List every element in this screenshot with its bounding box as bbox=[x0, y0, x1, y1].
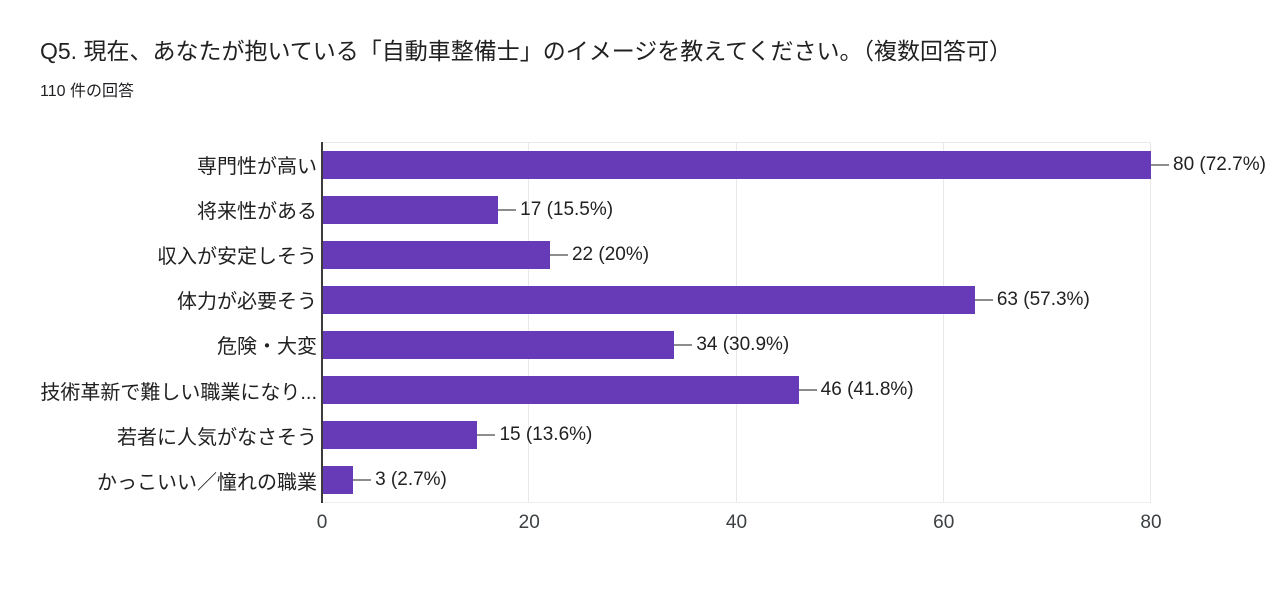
value-connector-line bbox=[1151, 163, 1169, 166]
category-label: かっこいい／憧れの職業 bbox=[97, 471, 317, 494]
bar-row: かっこいい／憧れの職業 3 (2.7%) bbox=[40, 458, 1151, 503]
x-axis: 0 20 40 60 80 bbox=[317, 503, 1162, 537]
value-label: 46 (41.8%) bbox=[820, 379, 914, 401]
value-label: 80 (72.7%) bbox=[1173, 153, 1266, 175]
answers-bar-chart: 専門性が高い 80 (72.7%) 将来性がある 17 (15.5%) 収入が安定しそう… bbox=[40, 142, 1280, 537]
response-count: 110 件の回答 bbox=[40, 83, 134, 100]
form-results-card: Q5. 現在、あなたが抱いている「自動車整備士」のイメージを教えてください。（複… bbox=[0, 36, 1280, 537]
plot-area: 専門性が高い 80 (72.7%) 将来性がある 17 (15.5%) 収入が安定しそう… bbox=[40, 142, 1266, 503]
category-label: 将来性がある bbox=[197, 201, 317, 224]
bar-track: 3 (2.7%) bbox=[322, 458, 447, 503]
bar[interactable] bbox=[322, 240, 550, 269]
bar[interactable] bbox=[322, 466, 354, 495]
category-label: 危険・大変 bbox=[217, 336, 317, 359]
x-axis-tick-label: 40 bbox=[725, 511, 748, 533]
bar-row: 若者に人気がなさそう 15 (13.6%) bbox=[40, 413, 1151, 458]
bar-rows: 専門性が高い 80 (72.7%) 将来性がある 17 (15.5%) 収入が安定しそう… bbox=[40, 142, 1266, 503]
bar-track: 15 (13.6%) bbox=[322, 413, 592, 458]
value-connector-line bbox=[477, 434, 496, 437]
bar[interactable] bbox=[322, 376, 799, 405]
x-axis-tick-label: 60 bbox=[933, 511, 955, 533]
category-label: 体力が必要そう bbox=[177, 291, 317, 314]
value-connector-line bbox=[798, 389, 817, 392]
category-label: 収入が安定しそう bbox=[157, 246, 317, 269]
bar-row: 収入が安定しそう 22 (20%) bbox=[40, 232, 1151, 277]
bar[interactable] bbox=[322, 421, 478, 450]
category-label: 若者に人気がなさそう bbox=[117, 426, 317, 449]
bar-track: 63 (57.3%) bbox=[322, 277, 1090, 322]
category-label: 技術革新で難しい職業になり... bbox=[40, 381, 317, 404]
bar-track: 80 (72.7%) bbox=[322, 142, 1266, 187]
bar-row: 危険・大変 34 (30.9%) bbox=[40, 322, 1151, 367]
x-axis-tick-label: 80 bbox=[1140, 511, 1162, 533]
value-label: 22 (20%) bbox=[571, 243, 650, 265]
bar-track: 46 (41.8%) bbox=[322, 368, 914, 413]
question-title: Q5. 現在、あなたが抱いている「自動車整備士」のイメージを教えてください。（複… bbox=[40, 38, 1012, 64]
bar[interactable] bbox=[322, 285, 975, 314]
x-axis-tick-label: 20 bbox=[518, 511, 540, 533]
bar-track: 34 (30.9%) bbox=[322, 322, 789, 367]
bar-row: 専門性が高い 80 (72.7%) bbox=[40, 142, 1266, 187]
bar-track: 22 (20%) bbox=[322, 232, 649, 277]
value-label: 63 (57.3%) bbox=[996, 288, 1090, 310]
value-connector-line bbox=[974, 298, 993, 301]
value-connector-line bbox=[498, 208, 517, 211]
bar[interactable] bbox=[322, 330, 675, 359]
bar-track: 17 (15.5%) bbox=[322, 187, 613, 232]
bar-row: 体力が必要そう 63 (57.3%) bbox=[40, 277, 1151, 322]
value-label: 3 (2.7%) bbox=[375, 469, 447, 491]
value-label: 17 (15.5%) bbox=[520, 198, 614, 220]
bar-row: 技術革新で難しい職業になり... 46 (41.8%) bbox=[40, 368, 1151, 413]
x-axis-tick-label: 0 bbox=[316, 511, 328, 533]
value-connector-line bbox=[674, 343, 693, 346]
value-connector-line bbox=[549, 253, 568, 256]
category-label: 専門性が高い bbox=[197, 156, 317, 179]
value-label: 34 (30.9%) bbox=[696, 333, 790, 355]
bar[interactable] bbox=[322, 150, 1151, 179]
value-connector-line bbox=[353, 479, 372, 482]
value-label: 15 (13.6%) bbox=[499, 424, 593, 446]
bar[interactable] bbox=[322, 195, 499, 224]
bar-row: 将来性がある 17 (15.5%) bbox=[40, 187, 1151, 232]
y-axis-line bbox=[321, 142, 323, 503]
